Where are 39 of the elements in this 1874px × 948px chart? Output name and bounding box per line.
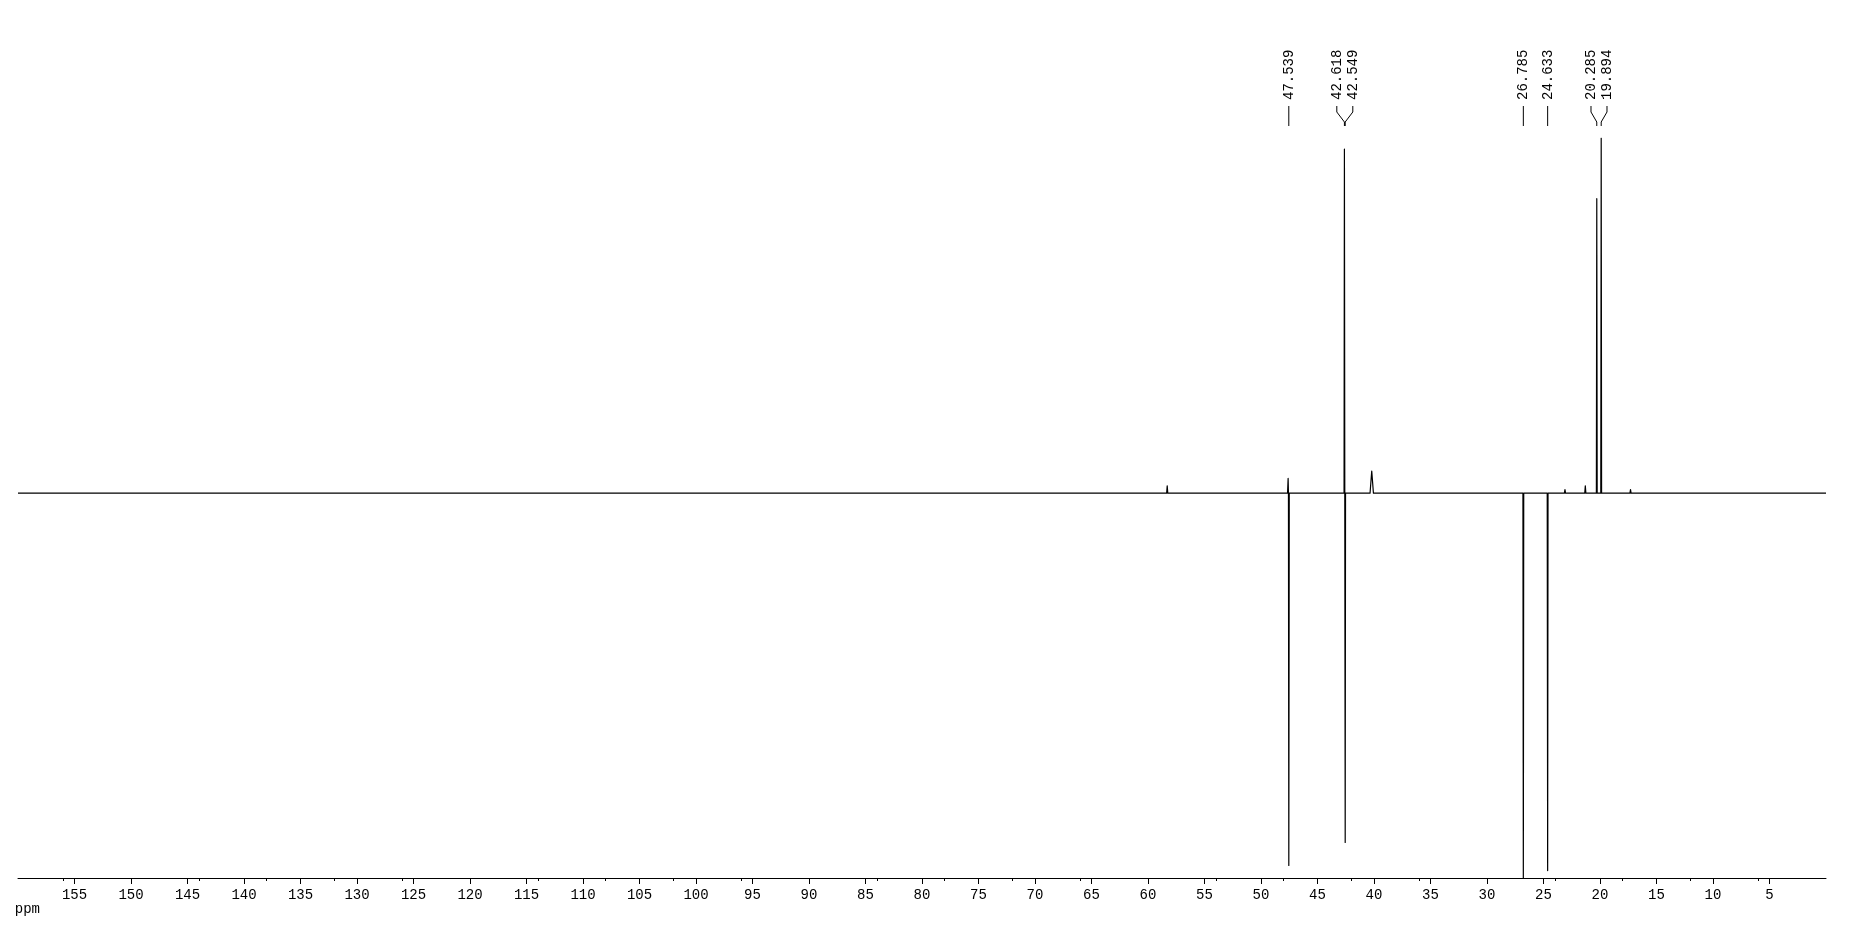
x-tick-label: 35 [1422,887,1439,903]
x-tick-label: 30 [1478,887,1496,903]
x-tick-label: 135 [287,887,314,903]
annotation: 47.539 [1280,49,1297,100]
x-tick-label: 125 [400,887,427,903]
x-tick-label: 75 [970,887,987,903]
x-tick-label: 140 [231,887,257,903]
x-tick-label: 50 [1252,887,1270,903]
annotation: 42.549 [1344,49,1361,100]
x-tick-label: 10 [1704,887,1722,903]
annotation: 19.894 [1598,49,1615,100]
x-tick-label: 45 [1309,887,1326,903]
x-tick-label: 85 [857,887,874,903]
x-tick-label: 100 [683,887,709,903]
x-tick-label: 15 [1648,887,1665,903]
x-axis-title: ppm [14,901,40,917]
x-tick-label: 90 [800,887,818,903]
annotation: 24.633 [1539,49,1556,100]
x-tick-label: 65 [1083,887,1100,903]
x-tick-label: 60 [1139,887,1157,903]
x-tick-label: 70 [1026,887,1044,903]
x-tick-label: 130 [344,887,370,903]
x-tick-label: 115 [513,887,540,903]
annotation: 26.785 [1515,49,1532,100]
x-tick-label: 55 [1196,887,1213,903]
x-tick-label: 5 [1765,887,1774,903]
x-tick-label: 25 [1535,887,1552,903]
x-tick-label: 110 [570,887,596,903]
x-tick-label: 155 [61,887,88,903]
x-tick-label: 150 [118,887,144,903]
x-tick-label: 20 [1591,887,1609,903]
x-tick-label: 145 [174,887,201,903]
annotation: 42.618 [1328,49,1345,100]
x-tick-label: 40 [1365,887,1383,903]
x-tick-label: 120 [457,887,483,903]
x-tick-label: 105 [626,887,653,903]
annotation: 20.285 [1582,49,1599,100]
x-tick-label: 80 [913,887,931,903]
x-tick-label: 95 [744,887,761,903]
